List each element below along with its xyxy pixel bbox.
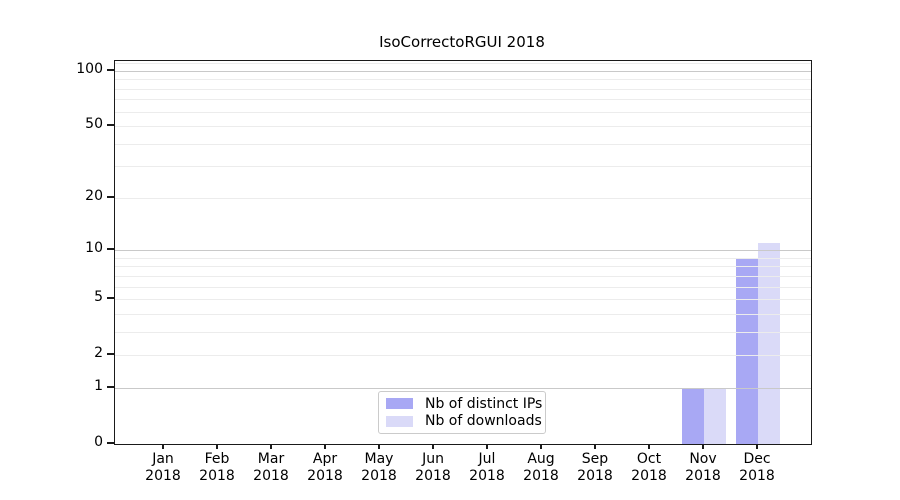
gridline-major xyxy=(115,387,811,389)
x-tick-label: Apr 2018 xyxy=(297,451,353,485)
gridline-major xyxy=(115,250,811,252)
x-tick-label: Sep 2018 xyxy=(567,451,623,485)
gridline-minor xyxy=(115,63,811,65)
x-tick-label-line: 2018 xyxy=(415,468,451,484)
legend-label-downloads: Nb of downloads xyxy=(425,413,542,430)
y-tick-mark xyxy=(107,69,114,71)
gridline-minor xyxy=(115,257,811,259)
y-tick-mark xyxy=(107,353,114,356)
x-tick-label-line: Mar xyxy=(257,451,285,467)
y-tick-label: 20 xyxy=(85,187,103,204)
gridline-minor xyxy=(115,355,811,357)
y-tick-mark xyxy=(107,297,114,300)
x-tick-mark xyxy=(702,444,704,449)
chart-title: IsoCorrectoRGUI 2018 xyxy=(379,33,545,51)
x-tick-label: Jan 2018 xyxy=(135,451,191,485)
x-tick-mark xyxy=(756,444,758,449)
gridline-minor xyxy=(115,299,811,301)
x-tick-label: Feb 2018 xyxy=(189,451,245,485)
gridline-minor xyxy=(115,266,811,268)
x-tick-label-line: Dec xyxy=(743,451,771,467)
x-tick-label-line: 2018 xyxy=(361,468,397,484)
x-tick-label: Aug 2018 xyxy=(513,451,569,485)
x-tick-label-line: Nov xyxy=(689,451,717,467)
legend-item-downloads: Nb of downloads xyxy=(386,413,542,429)
gridline-minor xyxy=(115,166,811,168)
x-tick-label-line: 2018 xyxy=(469,468,505,484)
legend-swatch-distinct-ips xyxy=(386,398,413,410)
x-tick-mark xyxy=(378,444,380,449)
x-tick-label: Jun 2018 xyxy=(405,451,461,485)
x-tick-label-line: Oct xyxy=(636,451,662,467)
x-tick-label-line: Apr xyxy=(312,451,338,467)
x-tick-label: Dec 2018 xyxy=(729,451,785,485)
x-tick-label-line: 2018 xyxy=(577,468,613,484)
x-tick-label-line: 2018 xyxy=(199,468,235,484)
legend-item-distinct-ips: Nb of distinct IPs xyxy=(386,396,542,412)
plot-area xyxy=(114,60,812,445)
x-tick-mark xyxy=(594,444,596,449)
gridline-minor xyxy=(115,126,811,128)
x-tick-mark xyxy=(216,444,218,449)
y-tick-label: 10 xyxy=(85,240,103,257)
y-tick-label: 0 xyxy=(94,434,103,450)
x-tick-label-line: Sep xyxy=(581,451,609,467)
gridline-minor xyxy=(115,143,811,145)
y-tick-mark xyxy=(107,385,114,388)
gridline-minor xyxy=(115,313,811,315)
x-tick-label-line: Aug xyxy=(527,451,555,467)
x-tick-label: Jul 2018 xyxy=(459,451,515,485)
legend: Nb of distinct IPs Nb of downloads xyxy=(378,391,546,434)
y-tick-label: 100 xyxy=(76,61,103,77)
x-tick-label-line: 2018 xyxy=(145,468,181,484)
legend-swatch-downloads xyxy=(386,415,413,427)
x-tick-mark xyxy=(540,444,542,449)
y-tick-label: 2 xyxy=(94,345,103,362)
y-tick-mark xyxy=(107,195,114,198)
x-tick-label-line: 2018 xyxy=(307,468,343,484)
bar-nov-2018-nb-of-downloads xyxy=(704,387,726,444)
x-tick-label-line: 2018 xyxy=(685,468,721,484)
bar-dec-2018-nb-of-downloads xyxy=(758,243,780,444)
gridline-minor xyxy=(115,111,811,113)
x-tick-label-line: 2018 xyxy=(253,468,289,484)
legend-label-distinct-ips: Nb of distinct IPs xyxy=(425,395,543,412)
x-tick-label: Nov 2018 xyxy=(675,451,731,485)
y-tick-label: 5 xyxy=(94,289,103,306)
x-tick-mark xyxy=(648,444,650,449)
x-tick-mark xyxy=(324,444,326,449)
x-tick-label-line: May xyxy=(364,451,394,467)
x-tick-label-line: Jun xyxy=(422,451,444,467)
x-tick-label-line: 2018 xyxy=(739,468,775,484)
x-tick-label: May 2018 xyxy=(351,451,407,485)
x-tick-mark xyxy=(162,444,164,449)
x-tick-label-line: 2018 xyxy=(523,468,559,484)
y-tick-label: 1 xyxy=(94,377,103,394)
x-tick-label-line: 2018 xyxy=(631,468,667,484)
x-tick-label-line: Jul xyxy=(478,451,496,467)
gridline-major xyxy=(115,71,811,72)
x-tick-mark xyxy=(486,444,488,449)
gridline-minor xyxy=(115,197,811,199)
y-tick-mark xyxy=(107,442,114,444)
y-tick-mark xyxy=(107,124,114,127)
gridline-minor xyxy=(115,331,811,333)
x-tick-label: Mar 2018 xyxy=(243,451,299,485)
x-tick-label-line: Feb xyxy=(204,451,230,467)
x-tick-label: Oct 2018 xyxy=(621,451,677,485)
x-tick-label-line: Jan xyxy=(152,451,174,467)
gridline-minor xyxy=(115,275,811,277)
x-tick-mark xyxy=(270,444,272,449)
gridline-minor xyxy=(115,286,811,288)
x-tick-mark xyxy=(432,444,434,449)
gridline-minor xyxy=(115,99,811,101)
gridline-minor xyxy=(115,88,811,90)
bar-dec-2018-nb-of-distinct-ips xyxy=(736,257,758,444)
y-tick-label: 50 xyxy=(85,116,103,133)
gridline-minor xyxy=(115,79,811,81)
bar-nov-2018-nb-of-distinct-ips xyxy=(682,387,704,444)
y-tick-mark xyxy=(107,248,114,251)
